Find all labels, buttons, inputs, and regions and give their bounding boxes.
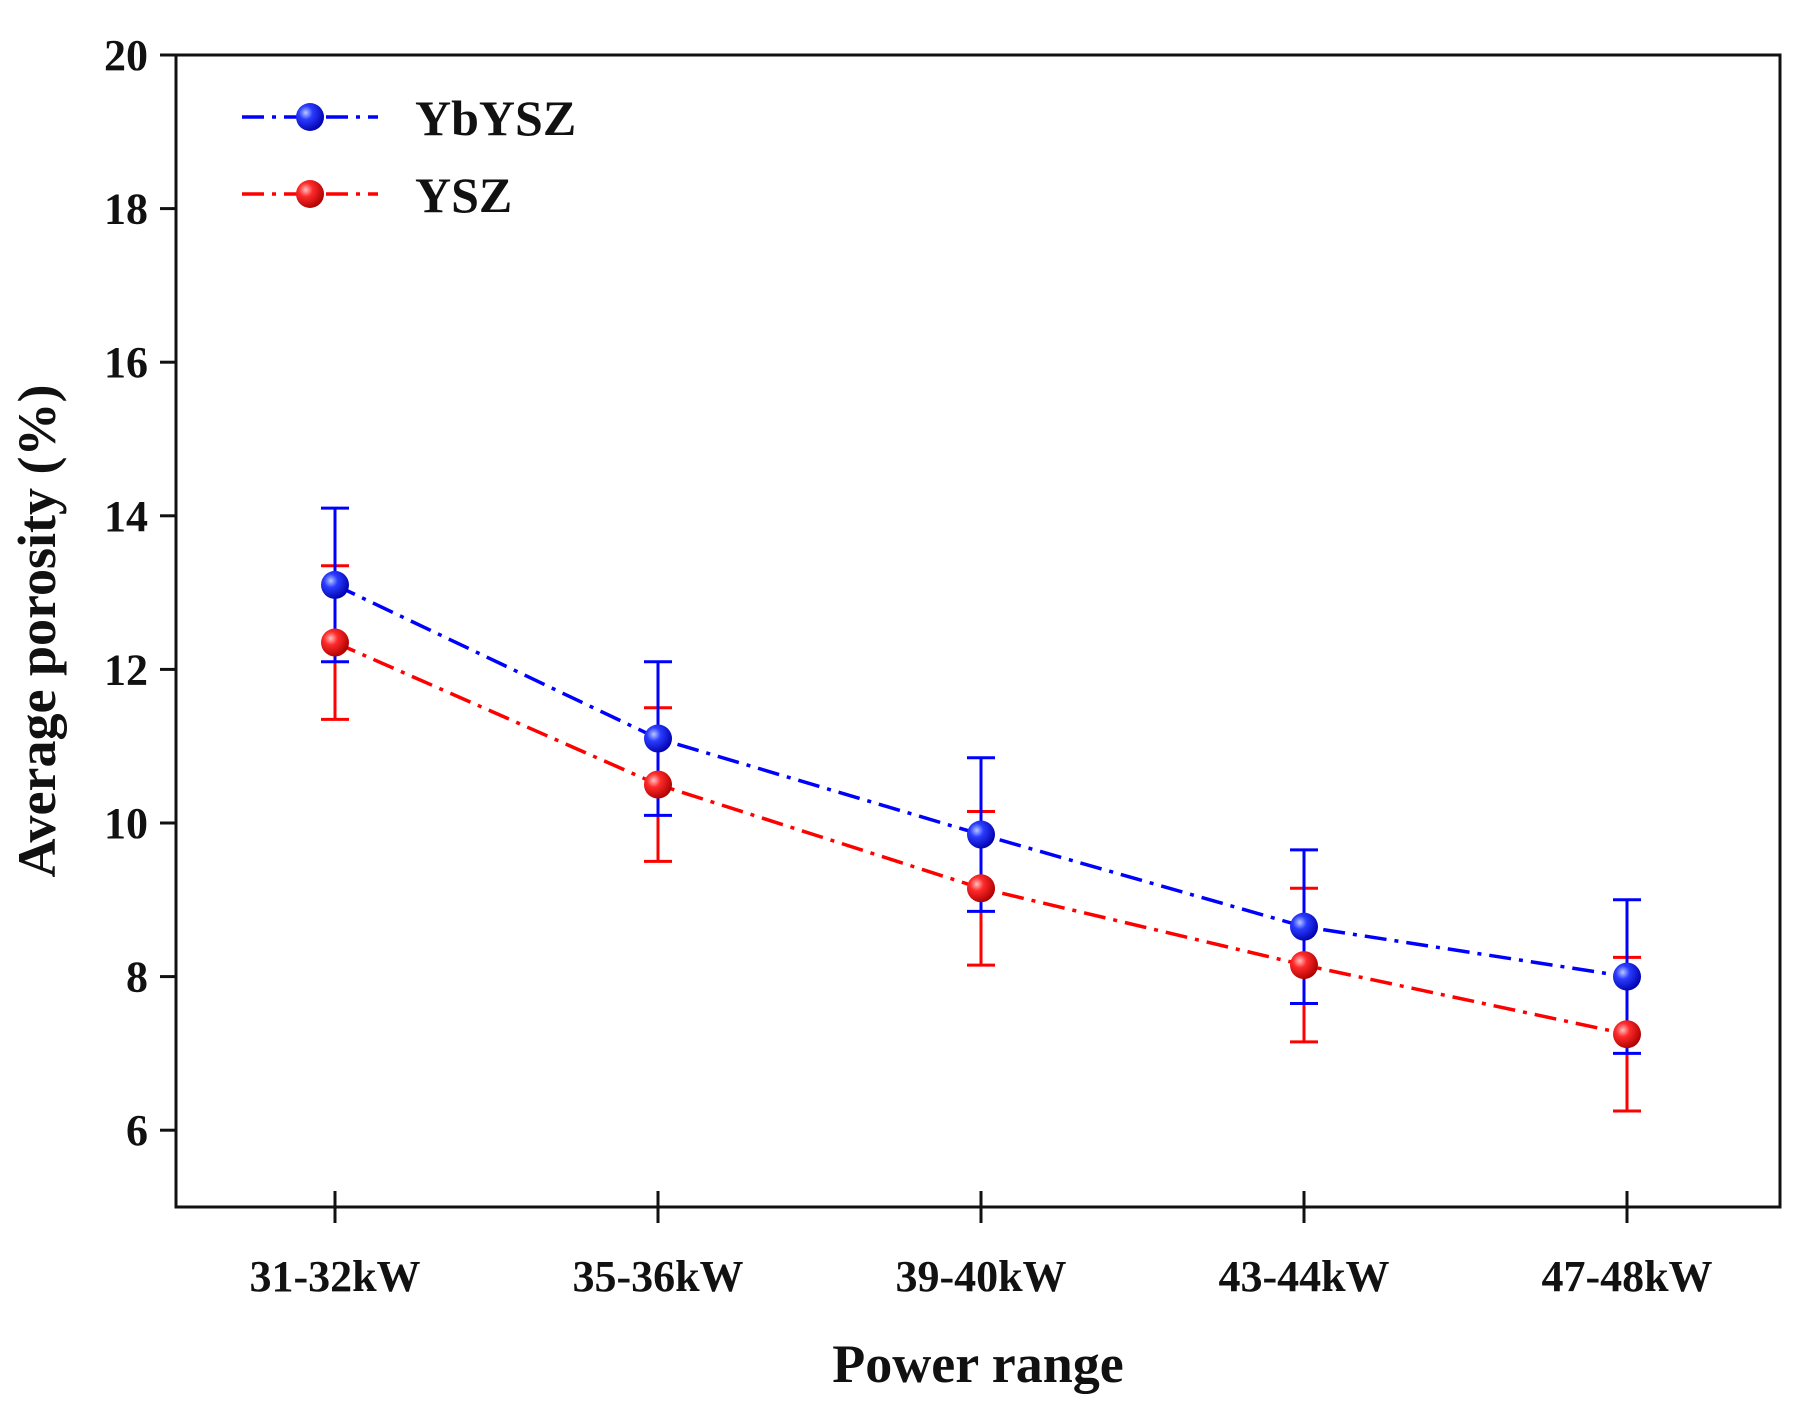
x-tick-label: 35-36kW: [572, 1252, 743, 1301]
data-point-ysz: [644, 770, 672, 799]
x-tick-label: 43-44kW: [1218, 1252, 1389, 1301]
y-axis: 6 8 10 12 14 16 18 20: [104, 31, 176, 1155]
legend-marker-ybysz: [296, 103, 324, 131]
x-axis: 31-32kW 35-36kW 39-40kW 43-44kW 47-48kW: [249, 1191, 1713, 1301]
y-tick-label: 20: [104, 31, 148, 80]
y-tick-label: 16: [104, 338, 148, 387]
y-tick-label: 10: [104, 799, 148, 848]
y-tick-label: 14: [104, 492, 148, 541]
data-point-ysz: [321, 628, 349, 657]
data-point-ybysz: [1613, 962, 1641, 991]
legend-marker-ysz: [296, 180, 324, 208]
x-tick-label: 31-32kW: [249, 1252, 420, 1301]
plot-frame: [174, 53, 1782, 1209]
data-point-ysz: [1613, 1020, 1641, 1049]
legend: YbYSZ YSZ: [242, 90, 576, 223]
y-tick-label: 18: [104, 185, 148, 234]
x-tick-label: 39-40kW: [895, 1252, 1066, 1301]
data-point-ybysz: [321, 570, 349, 599]
data-point-ysz: [1290, 951, 1318, 980]
y-tick-label: 12: [104, 645, 148, 694]
legend-label-ybysz: YbYSZ: [415, 90, 576, 146]
series-layer: [321, 506, 1641, 1113]
y-tick-label: 6: [126, 1106, 148, 1155]
data-point-ybysz: [967, 820, 995, 849]
x-axis-title: Power range: [832, 1334, 1123, 1394]
y-axis-title: Average porosity (%): [7, 385, 67, 878]
data-point-ybysz: [644, 724, 672, 753]
x-tick-label: 47-48kW: [1541, 1252, 1712, 1301]
data-point-ybysz: [1290, 912, 1318, 941]
series-line-ybysz: [334, 583, 1628, 979]
legend-label-ysz: YSZ: [415, 167, 512, 223]
data-point-ysz: [967, 874, 995, 903]
y-tick-label: 8: [126, 953, 148, 1002]
